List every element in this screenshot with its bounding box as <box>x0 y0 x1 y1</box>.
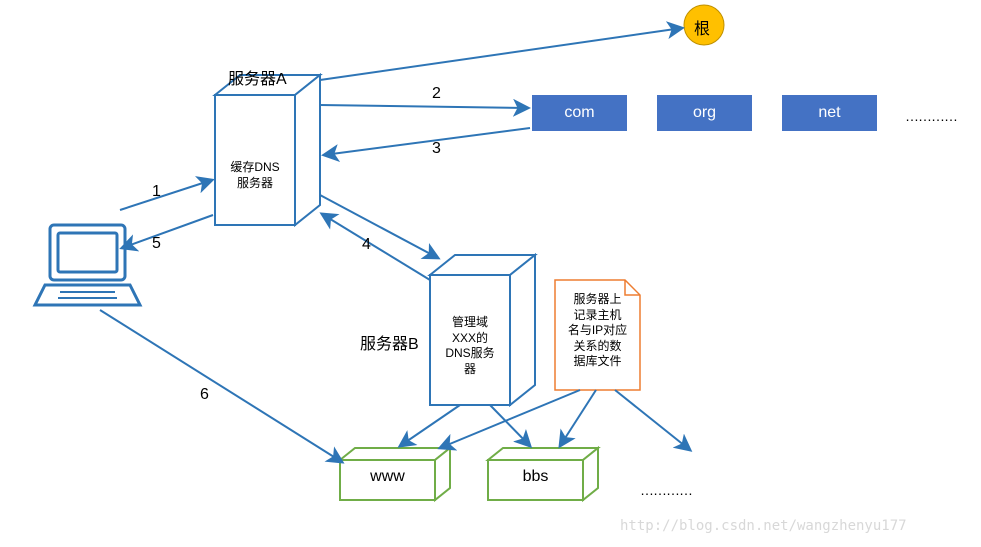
edge-2 <box>320 105 528 108</box>
server-a-title: 服务器A <box>228 65 287 89</box>
edge-3 <box>324 128 530 155</box>
host-bbs-label: bbs <box>488 468 583 486</box>
server-a-shape <box>215 75 320 225</box>
edge-5 <box>122 215 213 248</box>
edge-1 <box>120 180 212 210</box>
edge-label-6: 6 <box>200 386 209 404</box>
diagram-canvas <box>0 0 981 547</box>
edge-note-more <box>615 390 690 450</box>
edge-b-www <box>400 405 460 446</box>
client-icon <box>35 225 140 305</box>
edge-label-1: 1 <box>152 183 161 201</box>
tld-org: org <box>657 95 752 131</box>
server-a-body: 缓存DNS服务器 <box>222 160 288 191</box>
edge-label-5: 5 <box>152 235 161 253</box>
server-b-title: 服务器B <box>360 330 419 354</box>
server-b-body: 管理域XXX的DNS服务器 <box>437 315 503 377</box>
watermark: http://blog.csdn.net/wangzhenyu177 <box>620 518 907 534</box>
edge-label-3: 3 <box>432 140 441 158</box>
host-www-label: www <box>340 468 435 486</box>
root-label: 根 <box>694 15 710 39</box>
edge-6 <box>100 310 342 462</box>
edge-note-bbs <box>560 390 596 446</box>
tld-more: ………… <box>905 108 957 124</box>
tld-com: com <box>532 95 627 131</box>
tld-net: net <box>782 95 877 131</box>
host-more: ………… <box>640 482 692 498</box>
note-text: 服务器上记录主机名与IP对应关系的数据库文件 <box>560 292 635 370</box>
edge-a-root <box>320 28 682 80</box>
edge-label-4: 4 <box>362 236 371 254</box>
edge-label-2: 2 <box>432 85 441 103</box>
